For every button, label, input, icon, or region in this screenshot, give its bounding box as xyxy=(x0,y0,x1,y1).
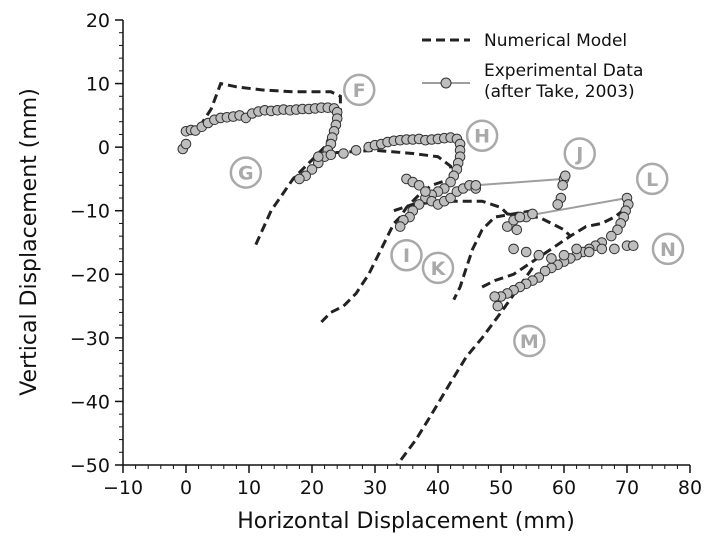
experimental-data-point xyxy=(546,253,557,264)
experimental-data-point xyxy=(533,249,545,261)
annotation-circle xyxy=(421,251,455,285)
axes xyxy=(122,20,690,466)
ticks: −10 0 10 20 30 40 50 60 70 80 −50 −40 −30 −20 −10 0 10 20 xyxy=(70,10,702,499)
annotation-label: H xyxy=(474,126,490,148)
y-tick-label: 20 xyxy=(86,10,110,32)
experimental-data-point xyxy=(313,151,324,162)
annotation-circle xyxy=(390,238,423,272)
experimental-data-point xyxy=(394,221,406,232)
experimental-data-point xyxy=(552,199,564,210)
annotation-circle xyxy=(465,119,499,152)
annotation-circle xyxy=(513,324,546,358)
x-tick-label: 40 xyxy=(426,477,450,499)
experimental-data-point xyxy=(511,224,523,236)
annotation-circle xyxy=(563,137,596,170)
x-tick-label: 60 xyxy=(552,477,576,499)
experimental-data-point xyxy=(492,300,504,312)
experimental-data-point xyxy=(445,176,456,188)
experimental-data-point xyxy=(628,240,639,251)
point-annotations: F G H I J K L M N xyxy=(229,73,685,358)
experimental-data-point xyxy=(606,230,617,242)
experimental-data-point xyxy=(539,265,551,277)
x-tick-label: 50 xyxy=(489,477,513,499)
y-tick-label: −20 xyxy=(70,264,110,286)
numerical-model-curve xyxy=(481,206,628,289)
annotation-circle xyxy=(635,162,669,196)
legend: Numerical Model Experimental Data (after … xyxy=(422,31,643,102)
experimental-data-point xyxy=(560,170,571,182)
annotation-label: F xyxy=(353,80,366,102)
experimental-data-point xyxy=(294,173,305,185)
experimental-data-point xyxy=(489,291,501,302)
y-tick-label: −40 xyxy=(70,391,110,413)
x-tick-label: −10 xyxy=(103,477,143,499)
numerical-model-curve xyxy=(320,148,453,324)
annotation-label: I xyxy=(403,245,410,267)
experimental-data-point xyxy=(558,249,570,261)
y-tick-label: 10 xyxy=(86,74,110,96)
experimental-data-point xyxy=(527,208,538,220)
annotation-label: M xyxy=(520,331,539,353)
y-tick-label: −50 xyxy=(70,455,110,477)
experimental-data-point xyxy=(508,243,519,255)
experimental-data-point xyxy=(420,186,431,197)
experimental-data-point xyxy=(612,224,623,236)
y-tick-label: −10 xyxy=(70,201,110,223)
annotation-circle xyxy=(651,232,685,266)
experimental-data-point xyxy=(325,149,337,161)
experimental-data-point xyxy=(350,145,362,156)
experimental-data-point xyxy=(413,199,425,210)
annotation-label: G xyxy=(238,163,254,185)
experimental-data-point xyxy=(180,138,192,150)
x-tick-label: 20 xyxy=(300,477,324,499)
experimental-data-point xyxy=(596,243,608,255)
numerical-model-curve xyxy=(393,199,572,238)
annotation-circle xyxy=(229,156,263,189)
experimental-data-point xyxy=(470,180,482,191)
experimental-data-point xyxy=(413,180,425,191)
annotation-label: N xyxy=(660,239,676,261)
experimental-data-point xyxy=(445,192,456,204)
experimental-data-point xyxy=(557,180,569,191)
numerical-model-curve xyxy=(186,81,342,247)
x-axis-label: Horizontal Displacement (mm) xyxy=(237,509,575,534)
annotation-circle xyxy=(343,73,376,107)
experimental-data-point xyxy=(514,211,526,223)
experimental-data-point xyxy=(520,246,532,258)
experimental-data-point xyxy=(609,243,620,255)
experimental-data-point xyxy=(571,243,582,255)
experimental-data-point xyxy=(502,221,513,232)
experimental-data-point xyxy=(306,164,318,175)
x-tick-label: 10 xyxy=(237,477,261,499)
y-tick-label: −30 xyxy=(70,328,110,350)
numerical-model-curve xyxy=(395,267,534,466)
legend-swatch-experimental-marker xyxy=(440,77,452,89)
legend-label-numerical: Numerical Model xyxy=(484,31,627,51)
experimental-data-series xyxy=(177,102,639,312)
legend-label-experimental: Experimental Data (after Take, 2003) xyxy=(484,61,643,102)
x-tick-label: 80 xyxy=(678,477,702,499)
annotation-label: K xyxy=(431,258,447,280)
y-tick-label: 0 xyxy=(98,137,110,159)
y-axis-label: Vertical Displacement (mm) xyxy=(17,88,42,396)
annotation-label: L xyxy=(646,169,658,191)
experimental-data-point xyxy=(583,246,595,258)
numerical-model-series xyxy=(186,81,628,466)
x-tick-label: 70 xyxy=(615,477,639,499)
experimental-data-point xyxy=(338,148,349,159)
x-tick-label: 0 xyxy=(180,477,192,499)
annotation-label: J xyxy=(574,144,583,166)
x-tick-label: 30 xyxy=(363,477,387,499)
experimental-connector-line xyxy=(475,177,565,187)
numerical-model-curve xyxy=(452,209,533,301)
